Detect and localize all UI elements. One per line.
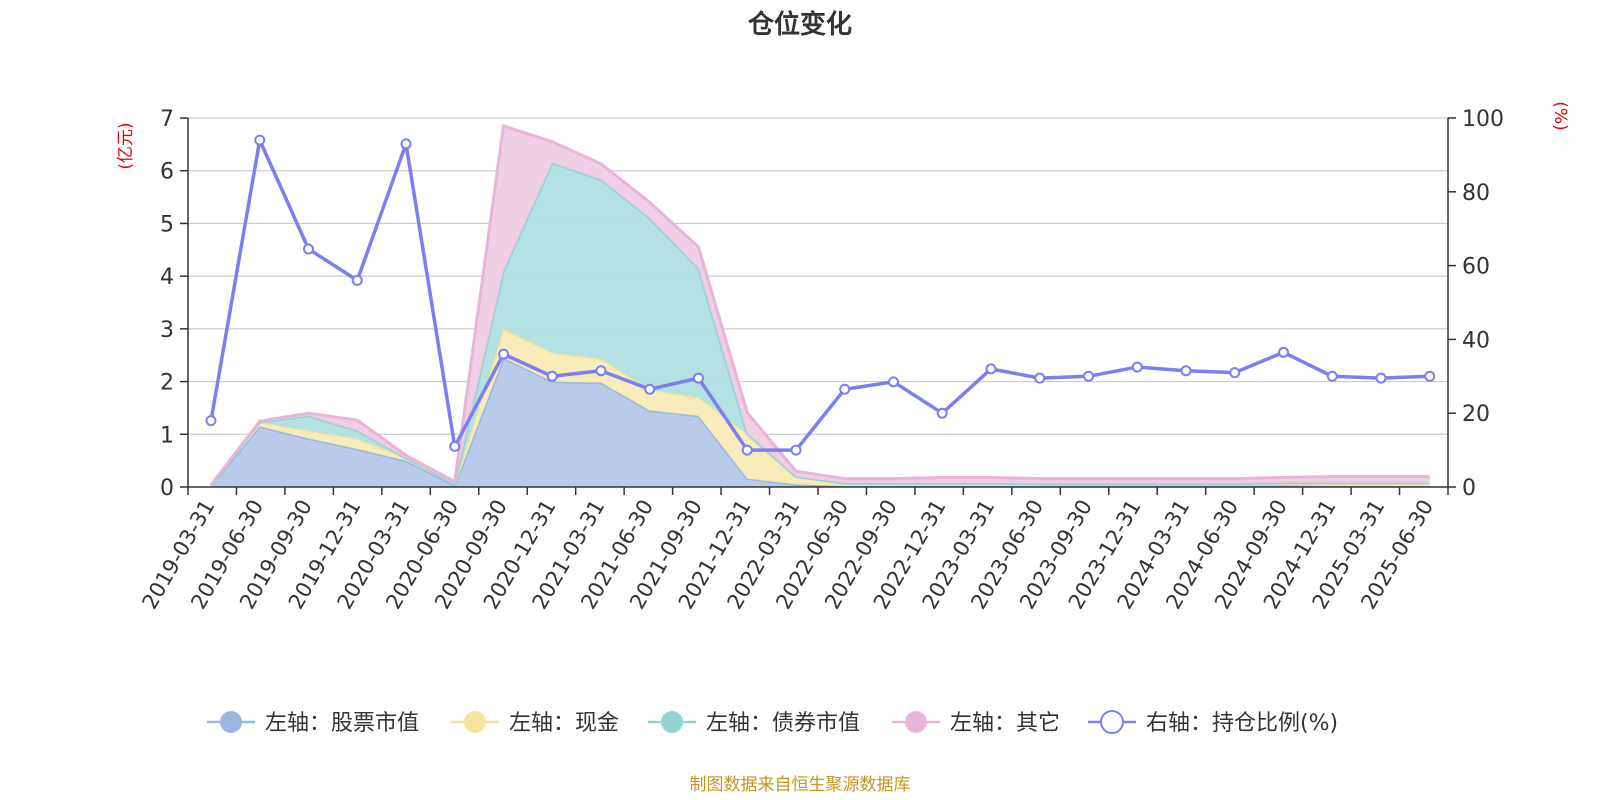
legend-marker	[1100, 710, 1124, 734]
ratio-point	[1180, 365, 1192, 377]
ratio-point	[839, 383, 851, 395]
ratio-point	[1424, 370, 1436, 382]
ratio-point	[595, 365, 607, 377]
ratio-point	[741, 444, 753, 456]
ratio-line-series	[205, 134, 1436, 456]
ratio-point	[1083, 370, 1094, 382]
legend-label: 左轴：现金	[509, 711, 619, 736]
grid-lines	[188, 117, 1448, 435]
legend-label: 右轴：持仓比例(%)	[1146, 711, 1338, 736]
ratio-point	[644, 383, 656, 395]
ratio-point	[1326, 370, 1338, 382]
source-note: 制图数据来自恒生聚源数据库	[690, 775, 911, 795]
ratio-point	[888, 376, 899, 388]
ratio-point	[205, 415, 217, 427]
legend-marker	[220, 711, 242, 733]
right-tick-label: 0	[1462, 476, 1476, 501]
area-左轴：其它	[211, 125, 1430, 486]
right-axis-unit: (%)	[1550, 101, 1570, 130]
left-tick-label: 0	[160, 476, 174, 501]
left-tick-label: 7	[160, 107, 174, 132]
right-tick-label: 60	[1462, 255, 1490, 280]
ratio-point	[546, 370, 558, 382]
ratio-point	[1034, 372, 1046, 384]
ratio-point	[936, 407, 948, 419]
left-y-ticks: 0 1 2 3 4 5 6 7	[160, 107, 188, 501]
left-axis-unit: (亿元)	[116, 122, 136, 169]
area-左轴：债券市值	[211, 162, 1430, 486]
ratio-point	[351, 274, 363, 286]
ratio-point	[400, 138, 412, 150]
right-tick-label: 20	[1462, 402, 1490, 427]
right-tick-label: 40	[1462, 328, 1490, 353]
left-tick-label: 1	[160, 423, 174, 448]
legend-marker	[905, 711, 927, 733]
right-tick-label: 80	[1462, 181, 1490, 206]
ratio-point	[1131, 361, 1143, 373]
area-edge-左轴：其它	[209, 124, 1430, 486]
ratio-point	[693, 372, 704, 384]
ratio-point	[449, 440, 461, 452]
left-tick-label: 4	[160, 265, 174, 290]
ratio-point	[1375, 372, 1387, 384]
area-edge-左轴：债券市值	[209, 161, 1430, 487]
ratio-point	[254, 134, 266, 146]
chart-title: 仓位变化	[747, 9, 852, 40]
stacked-areas	[209, 124, 1430, 488]
legend: 左轴：股票市值 左轴：现金 左轴：债券市值 左轴：其它 右轴：持仓比例(%)	[207, 710, 1338, 736]
x-tick-labels: 2019-03-312019-06-302019-09-302019-12-31…	[138, 496, 1439, 614]
legend-label: 左轴：债券市值	[706, 711, 860, 736]
legend-marker	[661, 711, 683, 733]
right-y-ticks: 0 20 40 60 80 100	[1448, 107, 1504, 501]
ratio-point	[1278, 346, 1289, 358]
left-tick-label: 3	[160, 318, 174, 343]
ratio-line	[209, 138, 1430, 452]
area-左轴：股票市值	[211, 357, 1430, 487]
axes	[187, 118, 1449, 495]
legend-label: 左轴：其它	[950, 711, 1060, 736]
ratio-point	[790, 444, 802, 456]
ratio-point	[498, 348, 509, 360]
legend-label: 左轴：股票市值	[265, 711, 419, 736]
ratio-point	[985, 363, 997, 375]
ratio-point	[303, 243, 314, 255]
left-tick-label: 6	[160, 160, 174, 185]
right-tick-label: 100	[1462, 107, 1504, 132]
left-tick-label: 2	[160, 371, 174, 396]
ratio-point	[1229, 367, 1241, 379]
legend-marker	[464, 711, 486, 733]
left-tick-label: 5	[160, 212, 174, 237]
